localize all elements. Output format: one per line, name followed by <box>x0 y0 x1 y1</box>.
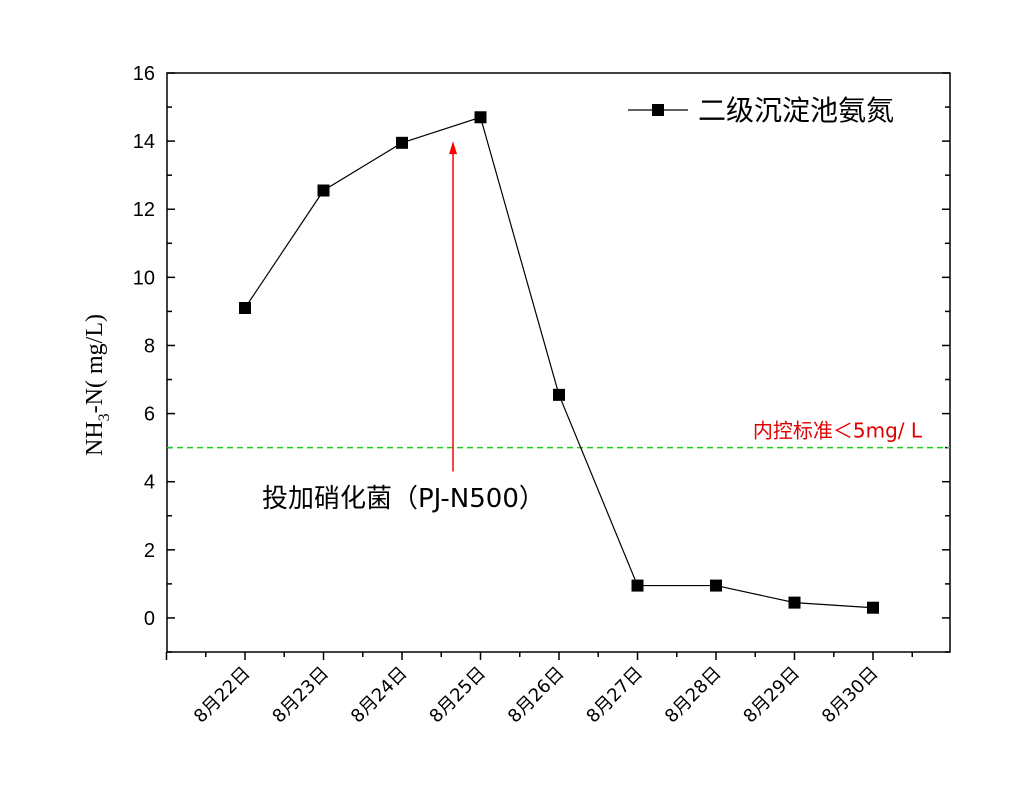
data-point <box>867 601 879 614</box>
data-point <box>239 302 251 315</box>
annotation: 投加硝化菌（PJ-N500） <box>262 141 545 514</box>
y-axis-label: NH3-N( mg/L) <box>82 314 113 456</box>
y-tick-label: 8 <box>144 335 155 357</box>
reference-line-label: 内控标准＜5mg/ L <box>753 419 923 443</box>
legend: 二级沉淀池氨氮 <box>628 94 894 127</box>
x-tick-label: 8月28日 <box>661 663 726 728</box>
x-tick-label: 8月27日 <box>582 663 647 728</box>
data-point <box>553 388 565 401</box>
x-tick-label: 8月30日 <box>818 663 883 728</box>
data-point <box>631 579 644 592</box>
data-point <box>396 136 408 149</box>
data-point <box>710 579 722 592</box>
x-tick-label: 8月23日 <box>268 663 333 728</box>
data-point <box>474 111 487 124</box>
annotation-label: 投加硝化菌（PJ-N500） <box>262 484 545 514</box>
x-tick-label: 8月26日 <box>504 663 569 728</box>
y-axis: 0 2 4 6 8 10 12 14 16 <box>133 63 950 653</box>
legend-label: 二级沉淀池氨氮 <box>698 94 894 127</box>
y-tick-label: 10 <box>133 267 155 289</box>
data-point <box>788 596 801 609</box>
plot-frame <box>166 72 951 653</box>
y-tick-label: 4 <box>144 472 155 494</box>
series-line <box>244 116 874 609</box>
y-tick-label: 6 <box>144 404 155 426</box>
data-point <box>317 184 330 197</box>
x-axis: 8月22日 8月23日 8月24日 8月25日 8月26日 8月27日 8月28日 8月29日… <box>165 652 913 728</box>
x-tick-label: 8月22日 <box>190 663 255 728</box>
series-layer <box>239 111 879 614</box>
x-tick-label: 8月29日 <box>739 663 804 728</box>
x-tick-label: 8月24日 <box>347 663 412 728</box>
y-tick-label: 2 <box>144 540 155 562</box>
y-tick-label: 16 <box>133 63 155 85</box>
y-tick-label: 0 <box>144 608 155 630</box>
y-tick-label: 14 <box>133 131 155 153</box>
x-tick-label: 8月25日 <box>425 663 490 728</box>
y-tick-label: 12 <box>133 199 155 221</box>
annotation-arrowhead <box>449 141 458 155</box>
legend-marker <box>652 104 664 116</box>
